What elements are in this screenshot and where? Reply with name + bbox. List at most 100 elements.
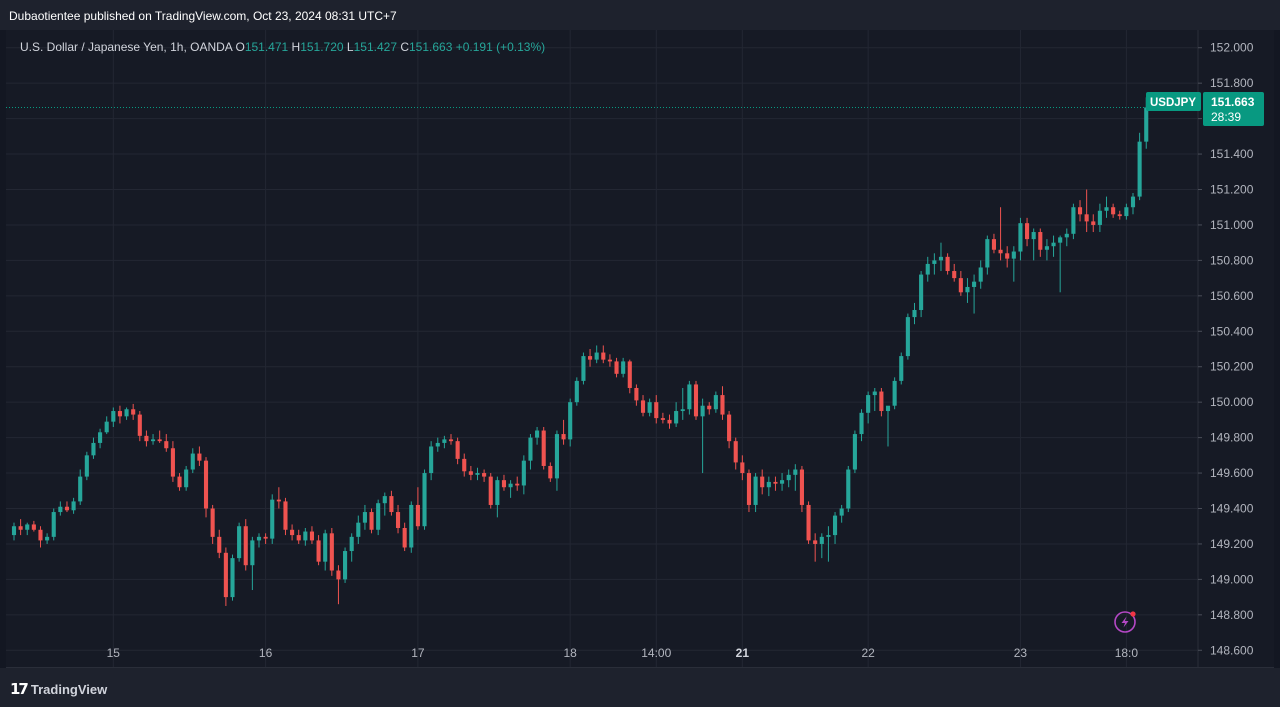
legend-l-label: L — [347, 40, 354, 54]
candle-body — [627, 361, 632, 388]
price-tag-price: 151.663 — [1211, 95, 1255, 109]
legend-o-value: 151.471 — [245, 40, 292, 54]
candle — [972, 274, 977, 314]
candle — [98, 428, 103, 449]
candle-body — [528, 437, 533, 461]
candle-body — [349, 536, 354, 552]
candle — [1097, 203, 1102, 233]
candle — [1044, 239, 1049, 261]
candle-body — [164, 441, 169, 449]
candle — [654, 395, 659, 424]
candle — [177, 473, 182, 491]
candle — [607, 354, 612, 367]
candle — [674, 402, 679, 427]
candle — [462, 453, 467, 477]
candle — [1130, 193, 1136, 215]
candle-body — [131, 409, 136, 415]
y-tick-label: 149.800 — [1210, 431, 1254, 445]
candle — [270, 494, 275, 544]
candle — [892, 377, 897, 410]
candle — [336, 565, 341, 605]
candle-body — [104, 421, 109, 433]
candle — [925, 256, 930, 282]
candle — [1025, 217, 1030, 247]
candle-body — [654, 402, 659, 419]
legend-h-label: H — [292, 40, 301, 54]
candle-body — [170, 448, 175, 477]
candle — [614, 357, 619, 378]
candle-body — [243, 526, 248, 566]
candle-body — [707, 405, 712, 410]
candle — [283, 497, 288, 536]
candle — [435, 437, 440, 452]
candle-body — [1051, 242, 1056, 247]
candle — [932, 253, 937, 275]
candle-body — [382, 496, 387, 504]
x-tick-label: 15 — [107, 646, 121, 660]
candle — [746, 469, 752, 513]
candle-body — [25, 524, 30, 530]
candle — [753, 473, 758, 513]
candle — [1104, 196, 1109, 218]
candle-body — [786, 474, 791, 481]
candle-body — [117, 411, 122, 417]
candle-body — [455, 441, 460, 459]
candle — [1011, 246, 1016, 282]
candle — [647, 398, 652, 417]
candle-body — [495, 480, 500, 505]
candle — [700, 398, 705, 474]
candle — [422, 469, 427, 530]
y-tick-label: 150.400 — [1210, 324, 1254, 338]
candle-body — [45, 536, 50, 541]
candle — [594, 345, 599, 364]
candle-body — [588, 356, 593, 360]
candle-body — [323, 533, 328, 562]
candle — [111, 407, 116, 427]
candle — [839, 504, 844, 523]
candle-body — [1031, 232, 1036, 240]
candle — [554, 430, 559, 491]
candle-body — [64, 506, 70, 511]
lightning-icon[interactable] — [1114, 611, 1136, 633]
chart-grid — [6, 30, 1198, 668]
candle-body — [1117, 214, 1122, 217]
candle — [190, 448, 195, 474]
candle — [429, 441, 434, 481]
candle — [813, 533, 818, 562]
candle-body — [892, 380, 897, 406]
candle — [442, 435, 447, 449]
candle-body — [462, 458, 467, 472]
legend-title: U.S. Dollar / Japanese Yen, 1h, OANDA O1… — [20, 40, 545, 54]
candle — [1111, 203, 1116, 218]
candle — [31, 520, 36, 532]
candle — [488, 473, 493, 509]
candle — [1117, 210, 1122, 220]
price-tag-symbol-bg — [1146, 92, 1201, 111]
candle — [819, 533, 824, 559]
y-tick-label: 150.000 — [1210, 395, 1254, 409]
candle — [303, 527, 308, 546]
chart-frame[interactable] — [6, 30, 1274, 668]
candle-body — [91, 442, 96, 456]
candle-body — [674, 411, 679, 424]
candle-body — [237, 526, 242, 559]
candle-body — [554, 434, 559, 479]
candle — [521, 455, 526, 495]
candle-body — [952, 271, 957, 279]
candle — [309, 526, 315, 544]
candle — [866, 391, 871, 424]
candle — [773, 476, 778, 491]
candle — [495, 476, 500, 518]
candle-body — [1137, 141, 1142, 197]
candle-body — [1130, 196, 1136, 208]
candle — [1038, 228, 1043, 257]
candle-body — [98, 432, 103, 443]
y-tick-label: 150.600 — [1210, 289, 1254, 303]
candle — [640, 395, 646, 417]
tradingview-logo[interactable]: 17 TradingView — [10, 680, 107, 698]
candle-body — [1104, 207, 1109, 211]
candle-body — [296, 535, 301, 541]
candle — [402, 522, 407, 552]
legend-change: +0.191 (+0.13%) — [456, 40, 545, 54]
